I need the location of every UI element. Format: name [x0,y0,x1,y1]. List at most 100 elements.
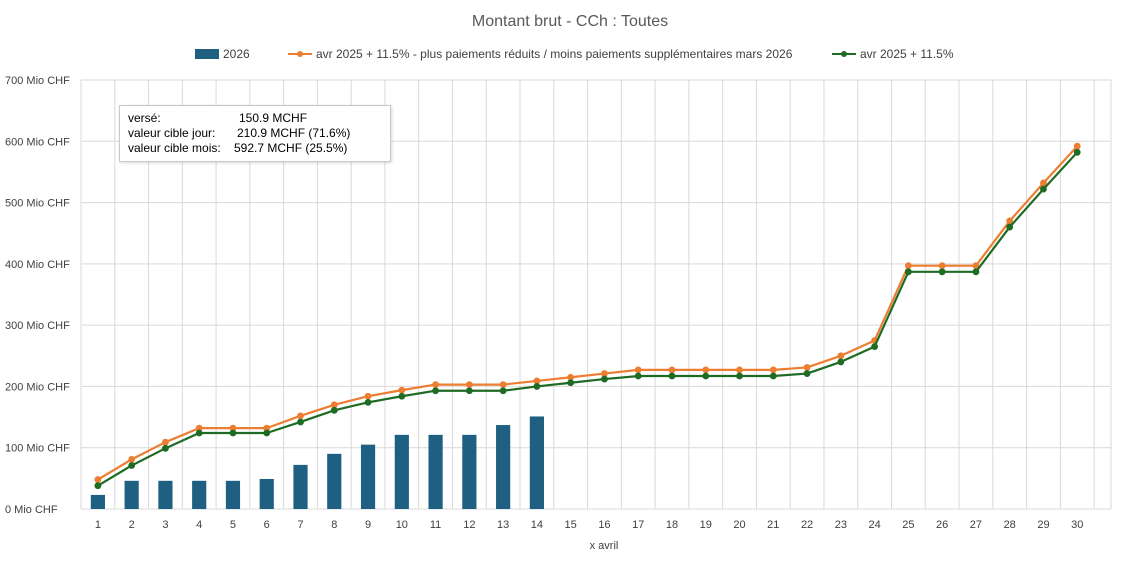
series-line [97,151,1079,487]
info-value-target-day: 210.9 MCHF (71.6%) [237,126,351,140]
line-point [837,358,845,366]
info-row-target-day: valeur cible jour: 210.9 MCHF (71.6%) [128,126,382,141]
x-tick-label: 19 [700,519,712,531]
x-tick-label: 30 [1071,519,1083,531]
bar [529,416,544,509]
line-point [769,372,777,380]
line-point [297,418,304,426]
line-point [465,381,473,388]
x-tick-label: 15 [565,519,577,531]
legend-swatch-marker [841,51,847,57]
x-tick-label: 3 [162,519,168,531]
line-point [94,482,102,490]
line-point [837,352,845,360]
y-tick-label: 500 Mio CHF [5,198,70,210]
x-tick-label: 16 [598,519,610,531]
line-point [128,455,136,463]
y-tick-label: 300 Mio CHF [5,320,70,332]
line-point [668,372,676,380]
line-point [1073,148,1081,156]
line-point [398,386,406,394]
x-tick-label: 22 [801,519,813,531]
x-tick-label: 6 [264,519,270,531]
line-point [499,381,507,388]
line-point [533,383,541,390]
line-point [499,387,507,395]
line-point [567,373,575,381]
bar [462,434,477,509]
line-point [668,366,676,374]
x-tick-label: 11 [430,519,441,531]
line-point [330,406,338,414]
info-box: versé: 150.9 MCHF valeur cible jour: 210… [119,105,391,162]
bar [394,434,409,509]
y-tick-label: 600 Mio CHF [5,136,70,148]
bar [496,425,511,509]
y-tick-label: 200 Mio CHF [5,381,70,393]
line-point [229,429,237,437]
x-tick-label: 1 [95,519,101,531]
line-point [263,429,271,437]
line-point [263,424,271,432]
x-tick-label: 29 [1037,519,1049,531]
x-axis-label: x avril [590,540,619,552]
line-point [229,424,237,432]
y-tick-label: 400 Mio CHF [5,259,70,271]
bar [327,453,342,509]
line-point [398,392,406,400]
line-point [702,372,710,380]
x-tick-label: 10 [396,519,408,531]
line-point [1006,223,1014,231]
line-point [904,262,912,270]
gridlines [80,79,1112,510]
line-point [128,462,136,469]
legend: 2026 avr 2025 + 11.5% - plus paiements ré… [195,47,954,61]
line-point [364,398,372,406]
line-point [195,424,203,432]
line-point [364,392,372,400]
bar [293,464,308,509]
legend-swatch-marker [297,51,303,57]
line-point [432,381,439,388]
bar [158,480,173,509]
info-value-target-month: 592.7 MCHF (25.5%) [234,141,348,155]
legend-label-orange: avr 2025 + 11.5% - plus paiements réduit… [316,47,793,61]
x-tick-label: 28 [1004,519,1016,531]
line-point [465,387,473,395]
line-point [871,343,879,350]
line-point [533,377,541,385]
line-point [634,372,642,380]
y-tick-label: 700 Mio CHF [5,75,70,87]
line-point [330,401,338,409]
line-point [972,262,980,270]
x-tick-label: 17 [632,519,644,531]
line-point [938,268,946,276]
info-value-verse: 150.9 MCHF [239,111,308,125]
info-row-verse: versé: 150.9 MCHF [128,111,382,126]
x-tick-label: 12 [463,519,475,531]
bar [259,478,274,509]
x-tick-label: 20 [733,519,745,531]
info-row-target-month: valeur cible mois: 592.7 MCHF (25.5%) [128,141,382,156]
line-point [702,366,710,374]
bar [90,494,105,509]
line-point [803,370,811,377]
x-tick-label: 21 [767,519,779,531]
x-tick-label: 27 [970,519,982,531]
info-label-verse: versé: [128,111,161,125]
series-line [97,145,1079,481]
line-point [162,438,169,446]
line-point [803,364,811,371]
line-point [195,429,203,437]
line-point [162,444,169,452]
bar [225,480,241,509]
line-point [432,387,439,395]
legend-label-green: avr 2025 + 11.5% [860,47,954,61]
line-point [769,366,777,374]
line-point [94,476,102,483]
line-point [1073,142,1081,150]
x-tick-label: 5 [230,519,236,531]
bar [124,480,139,509]
line-point [1040,179,1047,187]
